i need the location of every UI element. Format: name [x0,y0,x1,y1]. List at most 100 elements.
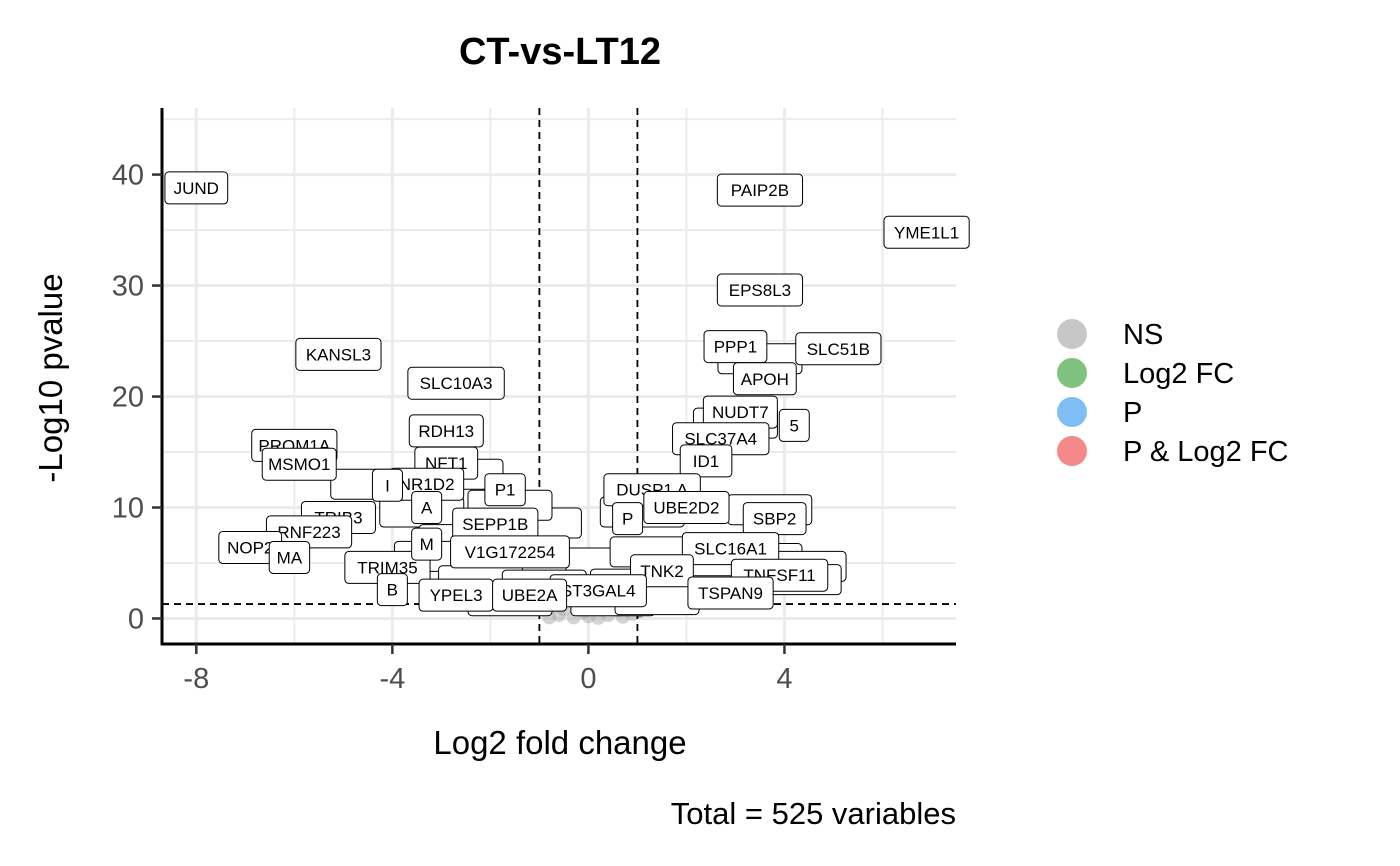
y-tick-label: 40 [112,160,144,192]
gene-label-box [643,491,730,525]
gene-label-text: JUND [174,179,219,198]
chart-caption: Total = 525 variables [671,796,956,831]
gene-label: YME1L1 [883,215,970,249]
gene-label: A [411,491,443,525]
gene-label-text: V1G172254 [465,543,556,562]
gene-label-text: B [387,581,398,600]
gene-label: UBE2D2 [643,491,730,525]
legend-label: NS [1123,319,1163,351]
y-tick-label: 10 [112,493,144,525]
gene-label-text: NUDT7 [712,403,769,422]
gene-label-text: TNK2 [640,562,683,581]
gene-label: RNF223 [265,515,353,549]
gene-label-box [295,337,382,371]
y-axis-title: -Log10 pvalue [32,273,69,482]
legend-item: P & Log2 FC [1057,436,1289,468]
gene-label-box [883,215,970,249]
chart-title: CT-vs-LT12 [459,31,661,73]
gene-label: KANSL3 [295,337,382,371]
gene-label-text: SLC10A3 [420,374,493,393]
gene-label-text: NR1D2 [399,475,455,494]
gene-label: EPS8L3 [716,273,804,307]
x-tick-label: 4 [776,663,792,695]
gene-label-text: I [385,476,390,495]
gene-label-text: SLC16A1 [694,540,767,559]
legend-label: P [1123,397,1142,429]
gene-label-text: 5 [790,416,799,435]
gene-label: SLC16A1 [681,532,780,566]
gene-label: V1G172254 [450,535,570,569]
gene-label-text: P1 [495,481,516,500]
gene-label: ST3GAL4 [549,574,647,608]
gene-label-box [681,532,780,566]
gene-label-box [732,362,797,396]
gene-label-text: KANSL3 [306,345,371,364]
x-tick-label: -8 [183,663,209,695]
legend-key [1057,436,1087,466]
x-tick-label: 0 [580,663,596,695]
gene-label-text: PAIP2B [731,181,789,200]
gene-label: YPEL3 [418,578,494,612]
gene-label: MSMO1 [261,447,337,481]
gene-label: UBE2A [492,578,568,612]
gene-label: 5 [778,408,810,442]
gene-label-text: RDH13 [418,422,474,441]
gene-label: RDH13 [408,414,484,448]
gene-label-box [716,273,804,307]
gene-label-box [612,502,644,536]
legend: NS Log2 FC P P & Log2 FC [1057,319,1289,468]
gene-label: PPP1 [703,330,768,364]
gene-label-box [484,473,526,507]
gene-label-text: A [421,499,433,518]
gene-label: SLC10A3 [407,366,505,400]
gene-label-box [679,444,733,478]
gene-label: TRIM35 [344,550,431,584]
gene-label: P1 [484,473,526,507]
gene-label-box [703,330,768,364]
gene-label-text: SEPP1B [462,515,528,534]
gene-label-text: M [420,535,434,554]
gene-label: TSPAN9 [687,576,774,610]
gene-label-text: SLC37A4 [684,430,757,449]
gene-label-box [492,578,568,612]
gene-label-box [778,408,810,442]
gene-label: PAIP2B [716,173,804,207]
gene-label-box [411,527,443,561]
gene-label: SLC51B [795,332,882,366]
gene-label-text: YME1L1 [894,223,959,242]
gene-label-box [450,535,570,569]
gene-label: SBP2 [742,502,807,536]
gene-label: NUDT7 [702,395,778,429]
gene-label: APOH [732,362,797,396]
gene-label: P [612,502,644,536]
x-axis-title: Log2 fold change [433,724,686,761]
gene-label-box [268,540,311,574]
gene-label-text: NOP2 [227,538,273,557]
gene-label: NOP2 [218,530,283,564]
gene-label-box [407,366,505,400]
gene-label-text: ID1 [693,452,719,471]
gene-labels: JUND PAIP2B YME1L1 EPS8L3 KANSL3 SLC10A3 PPP1 S… [164,171,970,612]
gene-label: MA [268,540,311,574]
y-tick-label: 0 [128,603,144,635]
gene-label-box [164,171,229,205]
y-tick-label: 30 [112,271,144,303]
x-tick-label: -4 [379,663,405,695]
gene-label-box [411,491,443,525]
gene-label: SEPP1B [452,507,539,541]
axes [160,108,956,646]
gene-label-text: YPEL3 [430,586,483,605]
gene-label-text: MA [277,548,303,567]
legend-item: NS [1057,319,1163,351]
gene-label-text: EPS8L3 [729,281,791,300]
y-axis-ticks: 0 10 20 30 40 [112,160,162,635]
legend-label: Log2 FC [1123,358,1234,390]
plot-panel: JUND PAIP2B YME1L1 EPS8L3 KANSL3 SLC10A3 PPP1 S… [162,108,970,644]
gene-label-box [716,173,804,207]
gene-label: ID1 [679,444,733,478]
gene-label-text: RNF223 [277,523,340,542]
gene-label: JUND [164,171,229,205]
x-axis-ticks: -8 -4 0 4 [183,644,793,695]
legend-item: P [1057,397,1142,429]
legend-label: P & Log2 FC [1123,436,1289,468]
